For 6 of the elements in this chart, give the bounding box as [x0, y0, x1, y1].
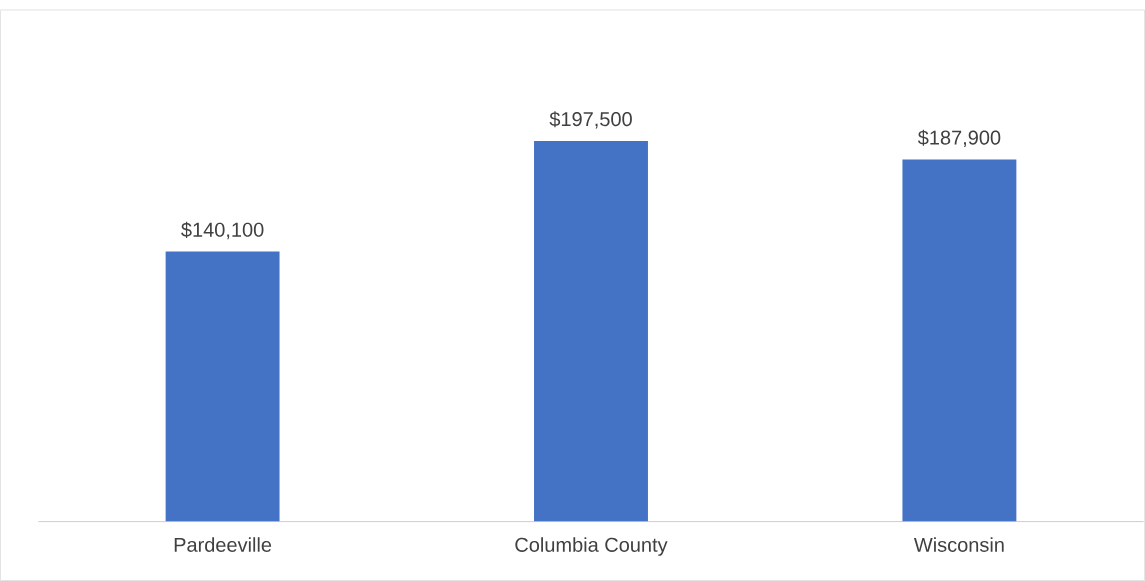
data-label: $187,900	[917, 129, 1001, 148]
x-tick-label: Wisconsin	[913, 537, 1004, 552]
data-label: $197,500	[549, 111, 632, 129]
data-label: $140,100	[181, 221, 264, 240]
x-tick-label: Columbia County	[515, 537, 668, 556]
x-tick-label: Pardeeville	[174, 537, 272, 552]
